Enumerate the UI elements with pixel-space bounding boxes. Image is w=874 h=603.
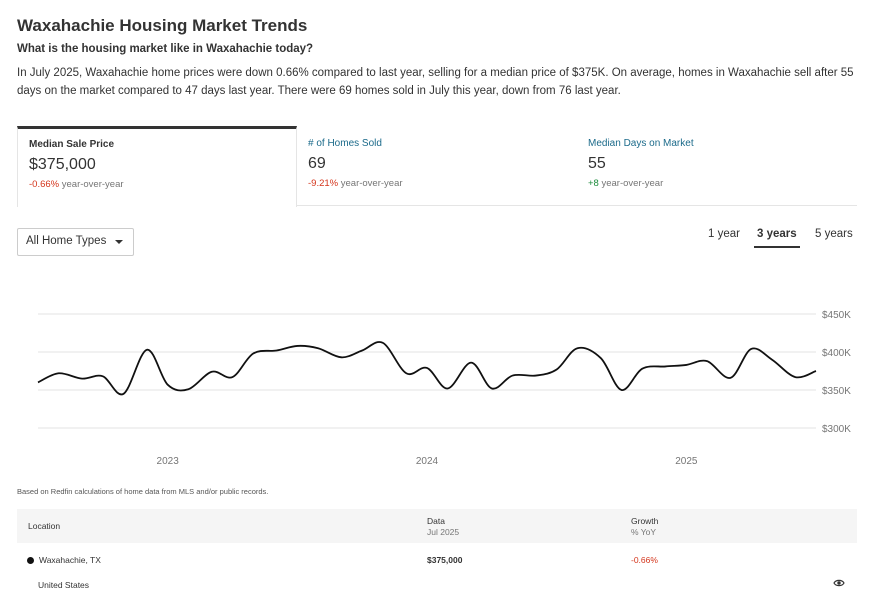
row-location-text: Waxahachie, TX [39, 555, 101, 565]
change-value: -9.21% [308, 178, 339, 189]
tab-change: +8 year-over-year [588, 178, 846, 189]
tab-label: Median Sale Price [29, 139, 115, 150]
row-location: United States [38, 580, 90, 590]
row-location: Waxahachie, TX [27, 555, 101, 565]
change-suffix: year-over-year [59, 179, 124, 190]
y-tick-label: $300K [822, 424, 851, 435]
table-row: Waxahachie, TX $375,000 -0.66% [17, 549, 857, 571]
header-growth-sub: % YoY [631, 527, 657, 537]
tab-value: $375,000 [29, 156, 96, 173]
change-suffix: year-over-year [338, 178, 403, 189]
range-3-years[interactable]: 3 years [754, 228, 800, 248]
header-growth: Growth % YoY [631, 516, 658, 537]
header-location: Location [28, 521, 61, 531]
row-data: $375,000 [427, 555, 463, 565]
y-tick-label: $450K [822, 310, 851, 321]
tab-label: Median Days on Market [588, 138, 694, 149]
tab-days-on-market[interactable]: Median Days on Market 55 +8 year-over-ye… [577, 126, 857, 206]
page-subtitle: What is the housing market like in Waxah… [17, 43, 314, 55]
x-tick-label: 2024 [416, 456, 439, 467]
row-growth: -0.66% [631, 555, 658, 565]
change-suffix: year-over-year [598, 178, 664, 189]
y-tick-label: $400K [822, 348, 851, 359]
change-value: -0.66% [29, 179, 60, 190]
range-5-years[interactable]: 5 years [815, 228, 853, 240]
data-source-footnote: Based on Redfin calculations of home dat… [17, 487, 269, 496]
tab-median-sale-price[interactable]: Median Sale Price $375,000 -0.66% year-o… [17, 126, 297, 207]
header-growth-label: Growth [631, 516, 659, 526]
header-data-sub: Jul 2025 [427, 527, 460, 537]
price-series-line[interactable] [37, 341, 817, 396]
tab-value: 55 [588, 155, 606, 172]
median-price-chart: $450K $400K $350K $300K 2023 2024 2025 [37, 310, 851, 467]
table-row: United States [17, 574, 857, 596]
eye-icon[interactable] [833, 577, 845, 589]
tab-change: -0.66% year-over-year [29, 179, 285, 190]
dropdown-value: All Home Types [26, 235, 107, 247]
page-title: Waxahachie Housing Market Trends [17, 16, 308, 35]
x-tick-label: 2025 [675, 456, 698, 467]
market-summary: In July 2025, Waxahachie home prices wer… [17, 67, 854, 97]
x-tick-label: 2023 [157, 456, 180, 467]
tab-value: 69 [308, 155, 326, 172]
tab-change: -9.21% year-over-year [308, 178, 566, 189]
tab-label: # of Homes Sold [308, 138, 382, 149]
metric-tabs: Median Sale Price $375,000 -0.66% year-o… [17, 126, 857, 207]
header-data: Data Jul 2025 [427, 516, 459, 537]
table-header: Location Data Jul 2025 Growth % YoY [17, 509, 857, 543]
home-type-dropdown[interactable]: All Home Types [17, 228, 134, 256]
series-dot-icon [27, 557, 34, 564]
header-data-label: Data [427, 516, 445, 526]
y-tick-label: $350K [822, 386, 851, 397]
tab-homes-sold[interactable]: # of Homes Sold 69 -9.21% year-over-year [297, 126, 577, 206]
range-1-year[interactable]: 1 year [708, 228, 740, 240]
change-value: +8 [588, 178, 599, 189]
chevron-down-icon [115, 240, 123, 244]
